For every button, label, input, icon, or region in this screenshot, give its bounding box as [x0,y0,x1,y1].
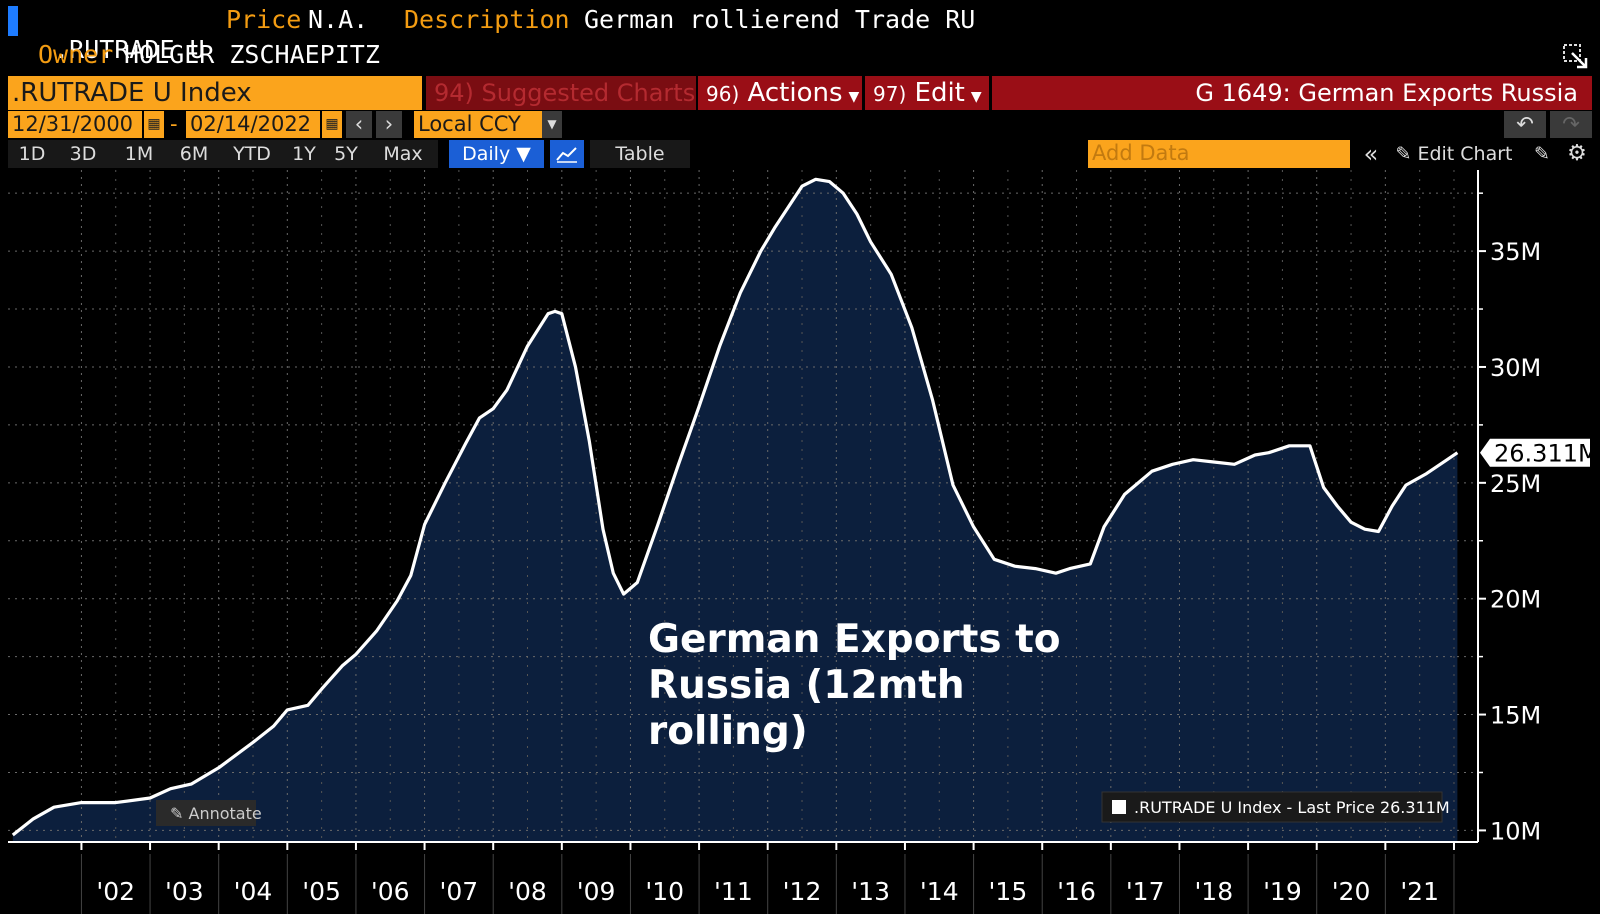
edit-label: Edit [914,78,965,108]
start-date-input[interactable]: 12/31/2000 [8,111,142,138]
edit-chart-button[interactable]: ✎ Edit Chart [1394,140,1514,168]
x-tick-label: '12 [783,877,822,906]
ticker-label: .RUTRADE U [54,35,205,64]
chevron-right-icon[interactable]: › [376,111,402,138]
legend-label: .RUTRADE U Index - Last Price 26.311M [1134,798,1450,817]
legend-swatch [1112,800,1126,814]
x-tick-label: '14 [920,877,959,906]
x-tick-label: '13 [851,877,890,906]
x-tick-label: '10 [645,877,684,906]
x-tick-label: '03 [165,877,204,906]
chevron-down-icon: ▼ [970,89,982,105]
chevron-left-icon[interactable]: ‹ [346,111,372,138]
owner-value: HOLGER ZSCHAEPITZ [124,40,380,69]
description-label: Description [404,5,570,34]
date-separator: - [170,112,178,136]
x-tick-label: '08 [508,877,547,906]
chevron-down-icon[interactable]: ▼ [542,111,562,138]
annotate-button[interactable] [156,800,256,826]
period-button-max[interactable]: Max [368,140,438,168]
x-tick-label: '20 [1332,877,1371,906]
x-tick-label: '04 [234,877,273,906]
chevron-down-icon: ▼ [848,89,860,105]
price-label: Price [226,5,302,34]
price-value: N.A. [308,5,369,34]
collapse-icon[interactable]: « [1358,140,1384,168]
x-tick-label: '17 [1126,877,1165,906]
currency-select[interactable]: Local CCY [414,111,542,138]
period-button-ytd[interactable]: YTD [220,140,284,168]
x-tick-label: '21 [1400,877,1439,906]
undo-icon[interactable]: ↶ [1504,111,1546,138]
settings-gear-icon[interactable]: ⚙ [1564,140,1590,168]
series-line [11,177,1459,837]
period-button-6m[interactable]: 6M [168,140,220,168]
frequency-select[interactable]: Daily ▼ [449,140,544,168]
popout-icon[interactable] [1562,43,1588,69]
x-tick-label: '15 [989,877,1028,906]
chart-title-annotation-line: Russia (12mth [648,663,965,708]
chart-title-annotation-line: rolling) [648,709,808,754]
actions-num: 96) [706,82,740,106]
area-fill [12,179,1458,843]
calendar-icon[interactable]: ▦ [322,111,342,138]
x-tick-label: '16 [1057,877,1096,906]
period-button-5y[interactable]: 5Y [324,140,368,168]
calendar-icon[interactable]: ▦ [144,111,164,138]
chart-area: 10M 15M 20M 25M 30M 35M '02 '03 '04 '05 '06 '07 '08 '… [8,170,1599,914]
pencil-icon: ✎ [1395,143,1412,165]
description-value: German rollierend Trade RU [584,5,976,34]
suggested-charts-button[interactable]: 94) Suggested Charts [426,76,696,110]
add-data-input[interactable]: Add Data [1088,140,1350,168]
x-tick-label: '02 [96,877,135,906]
y-tick-label: 10M [1490,817,1541,845]
x-tick-label: '06 [371,877,410,906]
y-tick-label: 20M [1490,586,1541,614]
x-tick-label: '19 [1263,877,1302,906]
owner-label: Owner [38,40,114,69]
legend-box [1101,791,1443,823]
period-button-1y[interactable]: 1Y [284,140,324,168]
security-input[interactable]: .RUTRADE U Index [8,76,422,110]
redo-icon[interactable]: ↷ [1550,111,1592,138]
last-price-tag [1480,438,1590,467]
end-date-input[interactable]: 02/14/2022 [186,111,320,138]
y-tick-label: 15M [1490,702,1541,730]
header-line-1: .RUTRADE U [24,5,205,65]
chart-title-annotation-line: German Exports to [648,617,1061,662]
edit-chart-label: Edit Chart [1417,143,1513,165]
actions-label: Actions [747,78,843,108]
line-chart-icon[interactable] [550,140,584,168]
period-button-3d[interactable]: 3D [56,140,110,168]
edit-legend-icon[interactable]: ✎ [1530,140,1554,168]
table-button[interactable]: Table [590,140,690,168]
annotate-label: ✎ Annotate [170,804,262,823]
security-indicator [8,6,18,36]
x-tick-label: '11 [714,877,753,906]
x-tick-label: '09 [577,877,616,906]
x-tick-label: '05 [302,877,341,906]
chart-title-bar: G 1649: German Exports Russia [992,76,1592,110]
x-tick-label: '07 [440,877,479,906]
period-button-1d[interactable]: 1D [8,140,56,168]
edit-menu[interactable]: 97) Edit ▼ [865,76,989,110]
actions-menu[interactable]: 96) Actions ▼ [698,76,862,110]
last-price-label: 26.311M [1494,440,1599,468]
y-tick-label: 35M [1490,238,1541,266]
y-tick-label: 25M [1490,470,1541,498]
x-tick-label: '18 [1194,877,1233,906]
y-tick-label: 30M [1490,354,1541,382]
period-button-1m[interactable]: 1M [110,140,168,168]
edit-num: 97) [873,82,907,106]
